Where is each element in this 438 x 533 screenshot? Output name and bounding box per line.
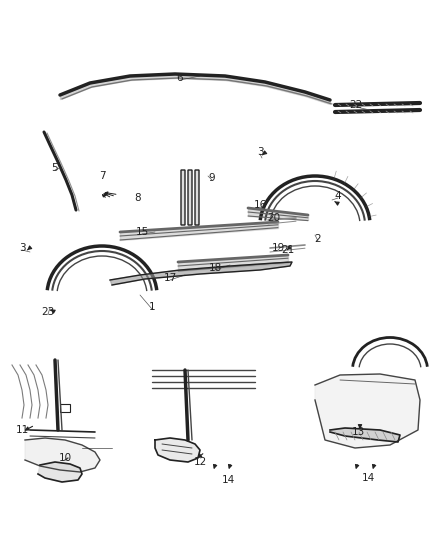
Text: 11: 11 bbox=[15, 425, 28, 435]
Polygon shape bbox=[25, 438, 100, 472]
Text: 6: 6 bbox=[177, 73, 184, 83]
FancyBboxPatch shape bbox=[195, 170, 199, 225]
Text: 20: 20 bbox=[268, 213, 281, 223]
Polygon shape bbox=[110, 262, 292, 285]
Polygon shape bbox=[330, 428, 400, 442]
FancyBboxPatch shape bbox=[181, 170, 185, 225]
Text: 10: 10 bbox=[58, 453, 71, 463]
Text: 8: 8 bbox=[135, 193, 141, 203]
Text: 13: 13 bbox=[351, 427, 364, 437]
Text: 23: 23 bbox=[41, 307, 55, 317]
Text: 17: 17 bbox=[163, 273, 177, 283]
Text: 7: 7 bbox=[99, 171, 105, 181]
Text: 3: 3 bbox=[19, 243, 25, 253]
Text: 4: 4 bbox=[335, 191, 341, 201]
Text: 21: 21 bbox=[281, 245, 295, 255]
Text: 14: 14 bbox=[361, 473, 374, 483]
Text: 12: 12 bbox=[193, 457, 207, 467]
Text: 1: 1 bbox=[148, 302, 155, 312]
Polygon shape bbox=[38, 462, 82, 482]
Text: 5: 5 bbox=[52, 163, 58, 173]
Text: 18: 18 bbox=[208, 263, 222, 273]
Text: 2: 2 bbox=[314, 234, 321, 244]
Text: 22: 22 bbox=[350, 100, 363, 110]
Bar bbox=[60, 404, 70, 412]
Text: 19: 19 bbox=[272, 243, 285, 253]
FancyBboxPatch shape bbox=[188, 170, 192, 225]
Text: 9: 9 bbox=[208, 173, 215, 183]
Polygon shape bbox=[315, 374, 420, 448]
Text: 15: 15 bbox=[135, 227, 148, 237]
Text: 14: 14 bbox=[221, 475, 235, 485]
Text: 16: 16 bbox=[253, 200, 267, 210]
Text: 3: 3 bbox=[257, 147, 263, 157]
Polygon shape bbox=[155, 438, 200, 462]
